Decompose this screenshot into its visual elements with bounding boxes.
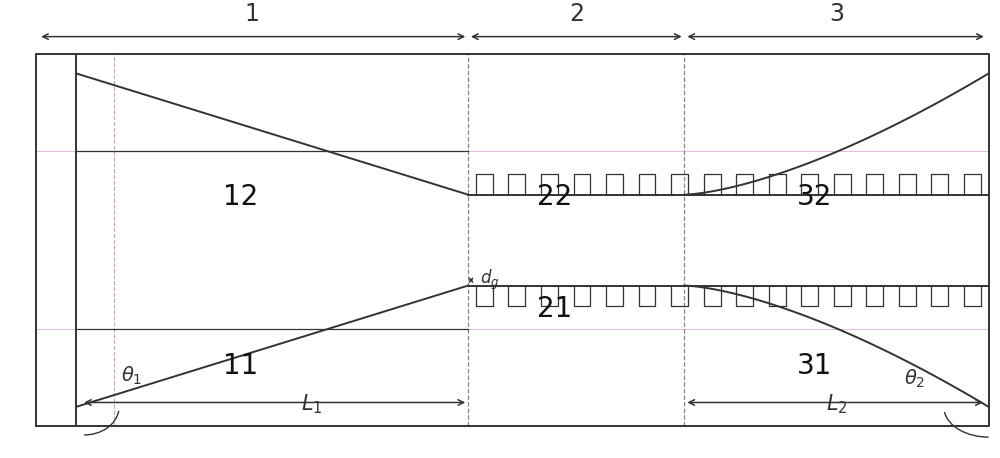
Text: 2: 2 [569, 2, 584, 26]
Text: 11: 11 [223, 352, 258, 380]
Text: $L_2$: $L_2$ [826, 393, 847, 416]
Text: $L_1$: $L_1$ [301, 393, 323, 416]
Text: 22: 22 [537, 183, 572, 211]
Text: 32: 32 [796, 183, 832, 211]
Text: $d_g$: $d_g$ [480, 268, 500, 292]
Text: 12: 12 [223, 183, 258, 211]
Text: 31: 31 [796, 352, 832, 380]
Text: 3: 3 [829, 2, 844, 26]
Text: $\theta_2$: $\theta_2$ [904, 368, 925, 390]
Text: $\theta_1$: $\theta_1$ [121, 365, 142, 387]
Text: 21: 21 [537, 295, 572, 323]
Text: 1: 1 [245, 2, 260, 26]
